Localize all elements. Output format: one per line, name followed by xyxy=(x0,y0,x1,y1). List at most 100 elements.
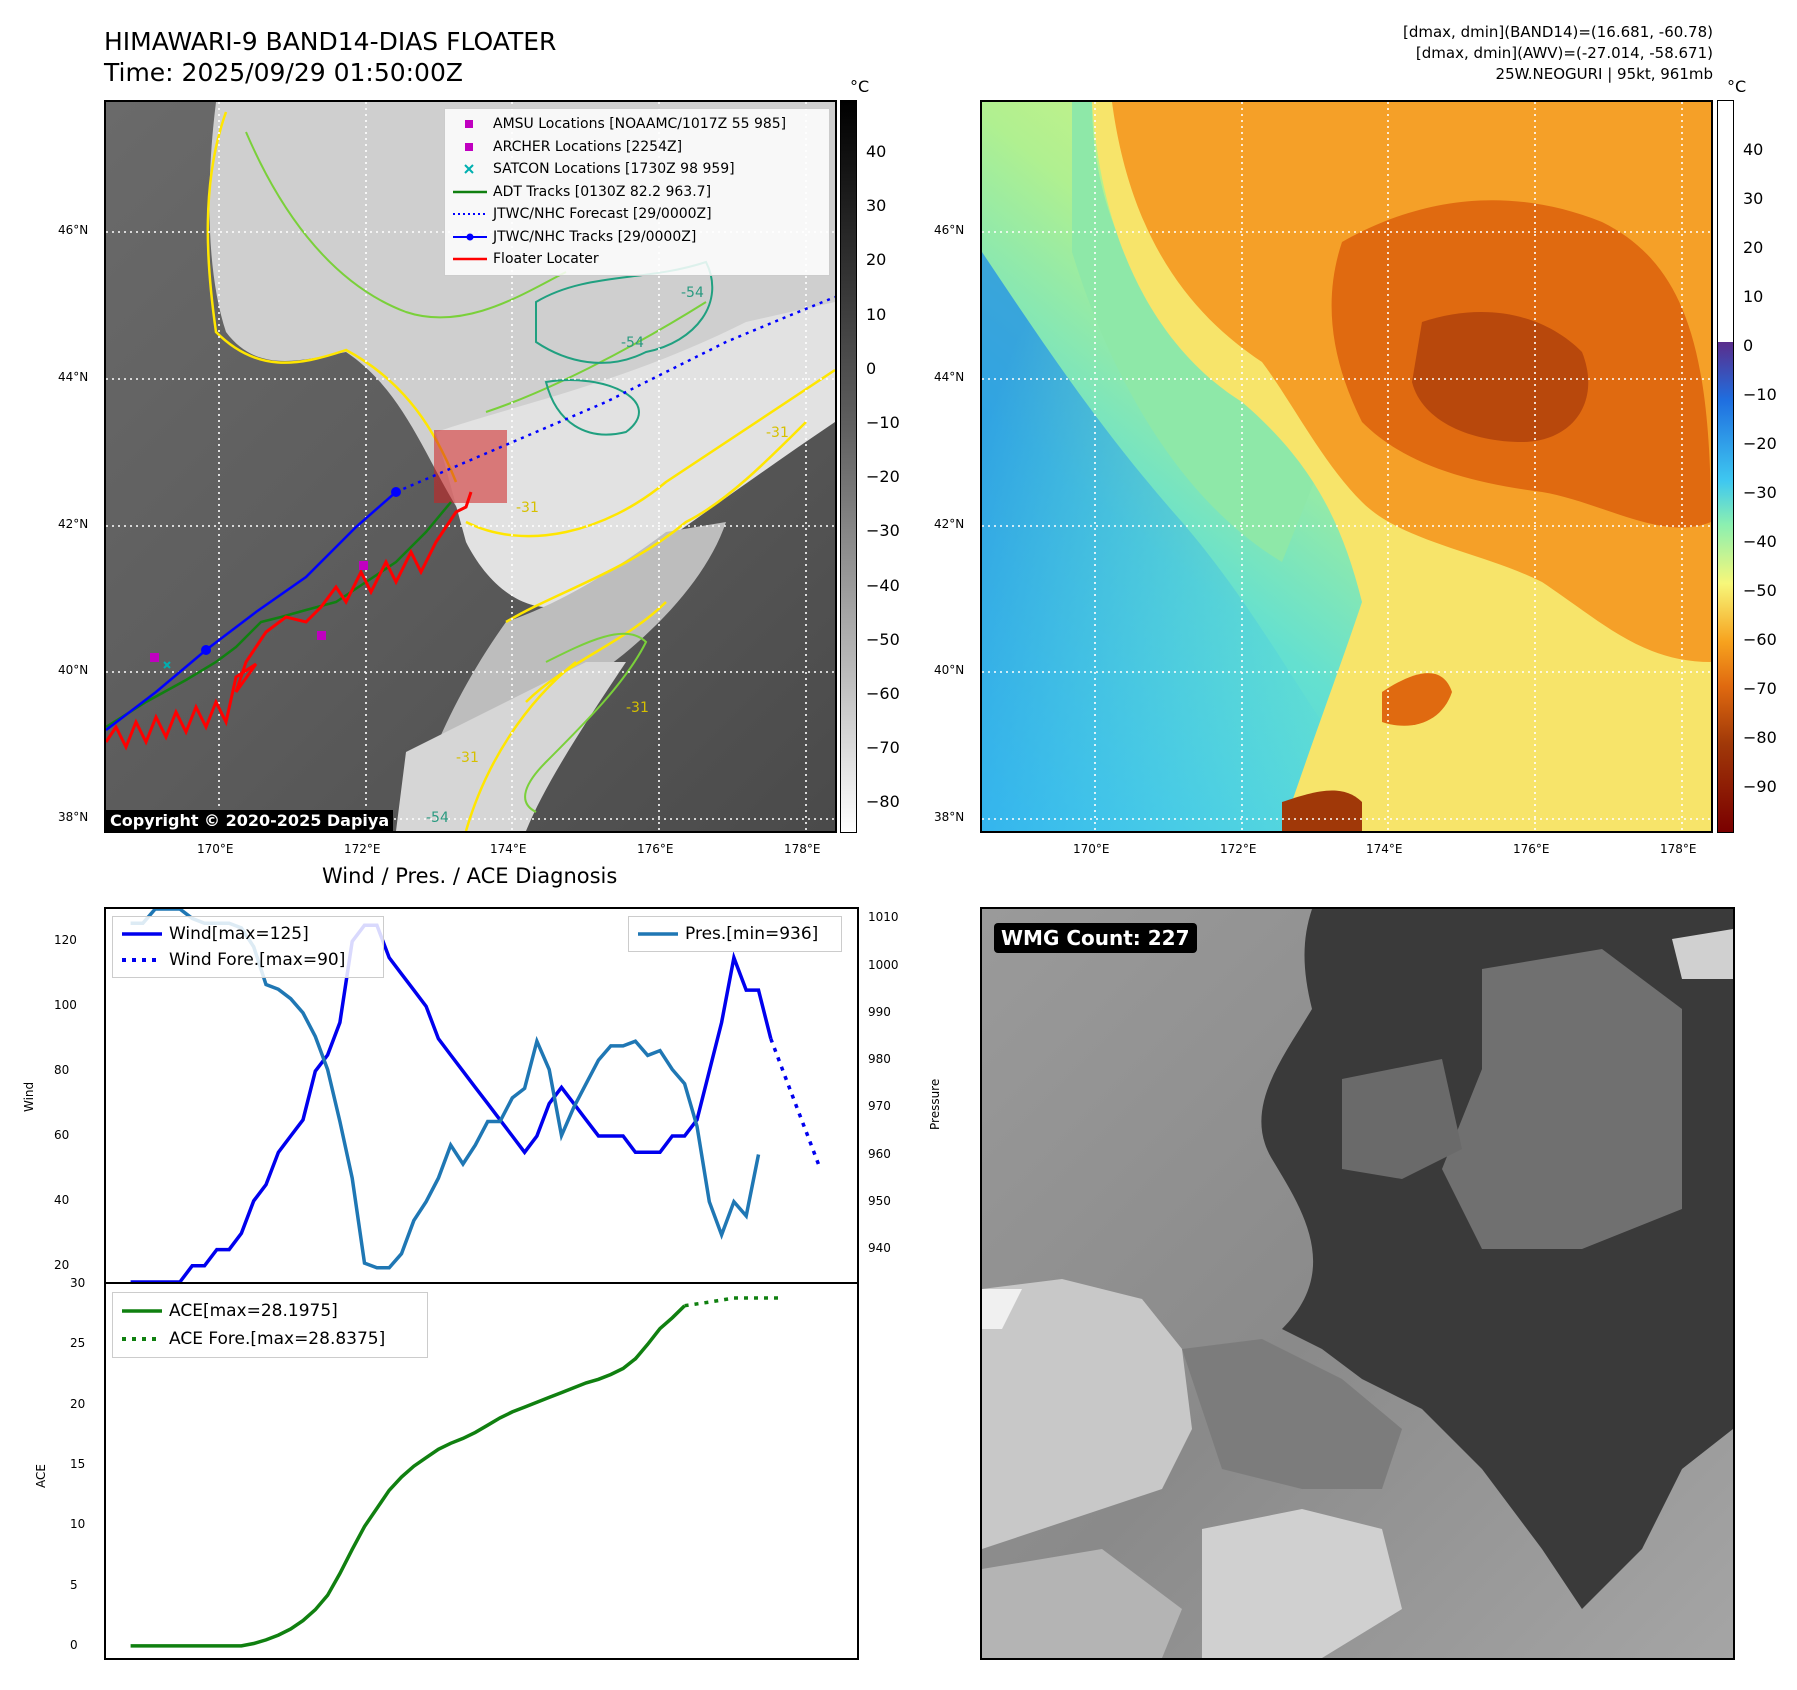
svg-text:-54: -54 xyxy=(621,335,644,351)
adt-track xyxy=(106,501,452,729)
pressure-axis-tick: 960 xyxy=(868,1146,891,1161)
contour-teal-1 xyxy=(535,260,714,436)
wind-fore-legend-label: Wind Fore.[max=90] xyxy=(169,950,346,970)
pressure-axis-tick: 990 xyxy=(868,1004,891,1019)
legend-symbol-icon xyxy=(453,253,487,265)
wmg-medium-block-2 xyxy=(1342,1059,1462,1179)
lon-label: 176°E xyxy=(637,842,674,856)
pressure-axis-tick: 970 xyxy=(868,1099,891,1114)
contour-yellow-1 xyxy=(206,111,835,538)
ace-legend: ACE[max=28.1975] ACE Fore.[max=28.8375] xyxy=(112,1292,428,1358)
svg-text:-31: -31 xyxy=(516,500,539,516)
ace-fore-legend-label: ACE Fore.[max=28.8375] xyxy=(169,1329,386,1349)
gray-colorbar-tick: −60 xyxy=(866,684,900,703)
svg-text:-54: -54 xyxy=(681,285,704,301)
floater-locater-track xyxy=(106,491,473,751)
gray-colorbar-tick: −10 xyxy=(866,413,900,432)
lat-label: 46°N xyxy=(58,223,89,237)
wind-series-line xyxy=(130,923,773,1282)
ir-color-image xyxy=(982,102,1711,831)
color-colorbar-tick: 30 xyxy=(1743,189,1764,208)
gray-colorbar xyxy=(840,100,857,833)
color-colorbar-tick: −50 xyxy=(1743,581,1777,600)
cold-air-region xyxy=(982,252,1322,831)
pressure-axis-tick: 980 xyxy=(868,1052,891,1067)
wmg-count-badge: WMG Count: 227 xyxy=(994,923,1197,953)
satcon-markers xyxy=(163,661,171,669)
jtwc-track-points xyxy=(201,487,401,655)
wind-axis-tick: 20 xyxy=(54,1257,70,1272)
color-colorbar-tick: −70 xyxy=(1743,679,1777,698)
map-legend-label: ARCHER Locations [2254Z] xyxy=(493,138,683,155)
lat-label: 42°N xyxy=(934,517,965,531)
color-colorbar-unit: °C xyxy=(1727,77,1747,96)
lon-label: 174°E xyxy=(490,842,527,856)
lat-label: 40°N xyxy=(934,663,965,677)
legend-symbol-icon xyxy=(453,231,487,243)
gray-colorbar-tick: 10 xyxy=(866,304,887,324)
contour-green-2 xyxy=(524,632,648,813)
map-legend-label: JTWC/NHC Forecast [29/0000Z] xyxy=(493,206,712,223)
legend-symbol-icon xyxy=(453,163,487,175)
ir-color-map xyxy=(980,100,1713,833)
gray-colorbar-tick: 30 xyxy=(866,196,887,216)
pressure-axis-label: Pressure xyxy=(928,1078,942,1130)
pressure-legend: Pres.[min=936] xyxy=(628,916,842,952)
lat-label: 46°N xyxy=(934,223,965,237)
wmg-image xyxy=(982,909,1733,1658)
gray-colorbar-tick: 40 xyxy=(866,142,887,161)
amsu-markers xyxy=(150,561,368,662)
wind-axis-tick: 120 xyxy=(54,933,77,948)
wind-axis-label: Wind xyxy=(22,1081,36,1112)
pressure-axis-tick: 1010 xyxy=(868,910,899,925)
ace-axis-tick: 25 xyxy=(70,1336,86,1351)
ace-axis-label: ACE xyxy=(34,1464,48,1488)
lon-label: 172°E xyxy=(1220,842,1257,856)
pressure-axis-tick: 950 xyxy=(868,1193,891,1208)
copyright-label: Copyright © 2020-2025 Dapiya xyxy=(106,810,394,831)
map-legend-item: JTWC/NHC Forecast [29/0000Z] xyxy=(453,203,821,226)
ace-axis-tick: 30 xyxy=(70,1276,86,1290)
pressure-axis-tick: 940 xyxy=(868,1240,891,1255)
lat-label: 44°N xyxy=(934,370,965,384)
ace-axis-tick: 15 xyxy=(70,1456,86,1471)
map-legend-item: AMSU Locations [NOAAMC/1017Z 55 985] xyxy=(453,113,821,136)
map-legend-item: ADT Tracks [0130Z 82.2 963.7] xyxy=(453,181,821,204)
svg-text:-31: -31 xyxy=(456,750,479,766)
dmax-band14-info: [dmax, dmin](BAND14)=(16.681, -60.78) xyxy=(1402,23,1713,41)
legend-symbol-icon xyxy=(453,186,487,198)
map-legend-item: ARCHER Locations [2254Z] xyxy=(453,136,821,159)
contour-yellow-2 xyxy=(464,421,807,831)
map-legend-label: JTWC/NHC Tracks [29/0000Z] xyxy=(493,228,697,245)
jtwc-track xyxy=(106,491,397,731)
lat-label: 44°N xyxy=(58,370,89,384)
map-gridlines-right xyxy=(982,102,1711,831)
gray-colorbar-tick: −70 xyxy=(866,738,900,758)
gray-colorbar-tick: −20 xyxy=(866,467,900,487)
wind-forecast-line xyxy=(769,1038,822,1170)
ace-svg xyxy=(130,1296,784,1648)
ace-legend-label: ACE[max=28.1975] xyxy=(169,1301,338,1321)
legend-symbol-icon xyxy=(453,208,487,220)
contour-green-1 xyxy=(245,131,707,413)
color-colorbar-tick: −90 xyxy=(1743,777,1777,796)
storm-info: 25W.NEOGURI | 95kt, 961mb xyxy=(1495,65,1713,83)
cloud-top-south xyxy=(1382,673,1452,726)
wmg-gray-band xyxy=(1182,1339,1402,1489)
ace-plot xyxy=(104,1282,859,1660)
map-legend: AMSU Locations [NOAAMC/1017Z 55 985] ARCH… xyxy=(444,108,830,276)
contour-labels: -54 -54 xyxy=(621,285,704,351)
lon-label: 178°E xyxy=(784,842,821,856)
color-colorbar-tick: −40 xyxy=(1743,532,1777,551)
gray-colorbar-tick: −80 xyxy=(866,792,900,812)
cloud-band xyxy=(436,302,835,608)
lat-label: 38°N xyxy=(58,810,89,824)
wind-axis-tick: 40 xyxy=(54,1192,70,1207)
wind-axis-tick: 60 xyxy=(54,1128,70,1143)
lon-label: 170°E xyxy=(197,842,234,856)
map-legend-item: JTWC/NHC Tracks [29/0000Z] xyxy=(453,226,821,249)
wmg-light-bottom xyxy=(982,1549,1182,1658)
lat-label: 38°N xyxy=(934,810,965,824)
color-colorbar-tick: 40 xyxy=(1743,140,1764,159)
svg-text:-31: -31 xyxy=(766,425,789,441)
